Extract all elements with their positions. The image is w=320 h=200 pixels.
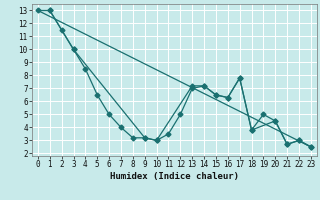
X-axis label: Humidex (Indice chaleur): Humidex (Indice chaleur) [110,172,239,181]
